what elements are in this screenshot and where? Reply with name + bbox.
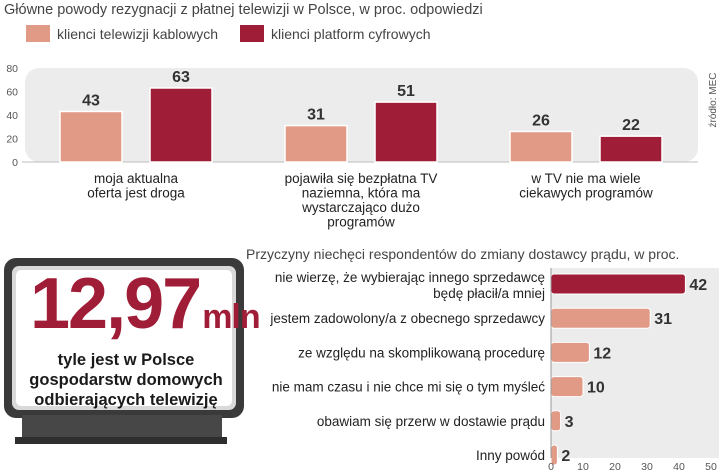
bar-value-label: 12 <box>593 345 611 362</box>
bar <box>284 124 348 163</box>
bar <box>550 273 686 295</box>
bar <box>550 410 562 432</box>
bar <box>374 101 438 163</box>
chart2-plot-area <box>551 268 719 458</box>
bar <box>59 110 123 163</box>
category-label: jestem zadowolony/a z obecnego sprzedawc… <box>269 311 545 326</box>
bar <box>550 376 584 398</box>
category-label: wystarczająco dużo <box>301 200 420 215</box>
bar <box>550 307 651 329</box>
bar-value-label: 2 <box>561 448 570 465</box>
category-label: naziemna, która ma <box>302 186 421 201</box>
x-tick-label: 10 <box>577 461 589 473</box>
category-label: nie mam czasu i nie chce mi się o tym my… <box>272 380 545 395</box>
highlight-number: 12,97mln <box>30 264 261 344</box>
bar <box>550 341 590 363</box>
tv-icon <box>4 258 244 444</box>
bar-value-label: 63 <box>172 69 190 86</box>
category-label: w TV nie ma wiele <box>530 171 640 186</box>
y-tick-label: 20 <box>6 134 18 146</box>
category-label: Inny powód <box>476 448 545 463</box>
legend-swatch-1 <box>26 25 50 42</box>
category-label: programów <box>327 215 395 230</box>
legend-label-2: klienci platform cyfrowych <box>271 26 431 42</box>
y-tick-label: 0 <box>12 157 18 169</box>
chart1-plot-area <box>25 68 698 162</box>
bar <box>509 130 573 163</box>
bar-value-label: 42 <box>689 277 707 294</box>
category-label: ciekawych programów <box>519 186 653 201</box>
x-tick-label: 0 <box>548 461 554 473</box>
category-label: obawiam się przerw w dostawie prądu <box>317 414 545 429</box>
chart1-title: Główne powody rezygnacji z płatnej telew… <box>4 2 483 18</box>
y-tick-label: 60 <box>6 87 18 99</box>
category-label: pojawiła się bezpłatna TV <box>285 171 438 186</box>
bar-value-label: 31 <box>307 107 325 124</box>
bar-value-label: 22 <box>622 117 640 134</box>
bar <box>149 87 213 163</box>
source-label: źródło: MEC <box>708 72 719 127</box>
bar-value-label: 43 <box>82 92 100 109</box>
bar <box>599 135 663 163</box>
chart2-title: Przyczyny niechęci respondentów do zmian… <box>246 246 679 262</box>
x-tick-label: 40 <box>673 461 685 473</box>
x-tick-label: 20 <box>609 461 621 473</box>
y-tick-label: 40 <box>6 110 18 122</box>
category-label: będę płacił/a mniej <box>433 286 545 301</box>
highlight-caption: tyle jest w Polsce gospodarstw domowych … <box>29 351 223 409</box>
x-tick-label: 30 <box>641 461 653 473</box>
bar-value-label: 10 <box>587 380 605 397</box>
legend-label-1: klienci telewizji kablowych <box>57 26 218 42</box>
legend-swatch-2 <box>240 25 264 42</box>
bar-value-label: 26 <box>532 112 550 129</box>
bar-value-label: 51 <box>397 83 415 100</box>
y-tick-label: 80 <box>6 63 18 75</box>
x-tick-label: 50 <box>705 461 717 473</box>
bar-value-label: 3 <box>565 414 574 431</box>
category-label: nie wierzę, że wybierając innego sprzeda… <box>275 270 545 285</box>
bar-value-label: 31 <box>654 311 672 328</box>
category-label: oferta jest droga <box>87 186 185 201</box>
category-label: moja aktualna <box>94 171 179 186</box>
category-label: ze względu na skomplikowaną procedurę <box>298 345 545 360</box>
